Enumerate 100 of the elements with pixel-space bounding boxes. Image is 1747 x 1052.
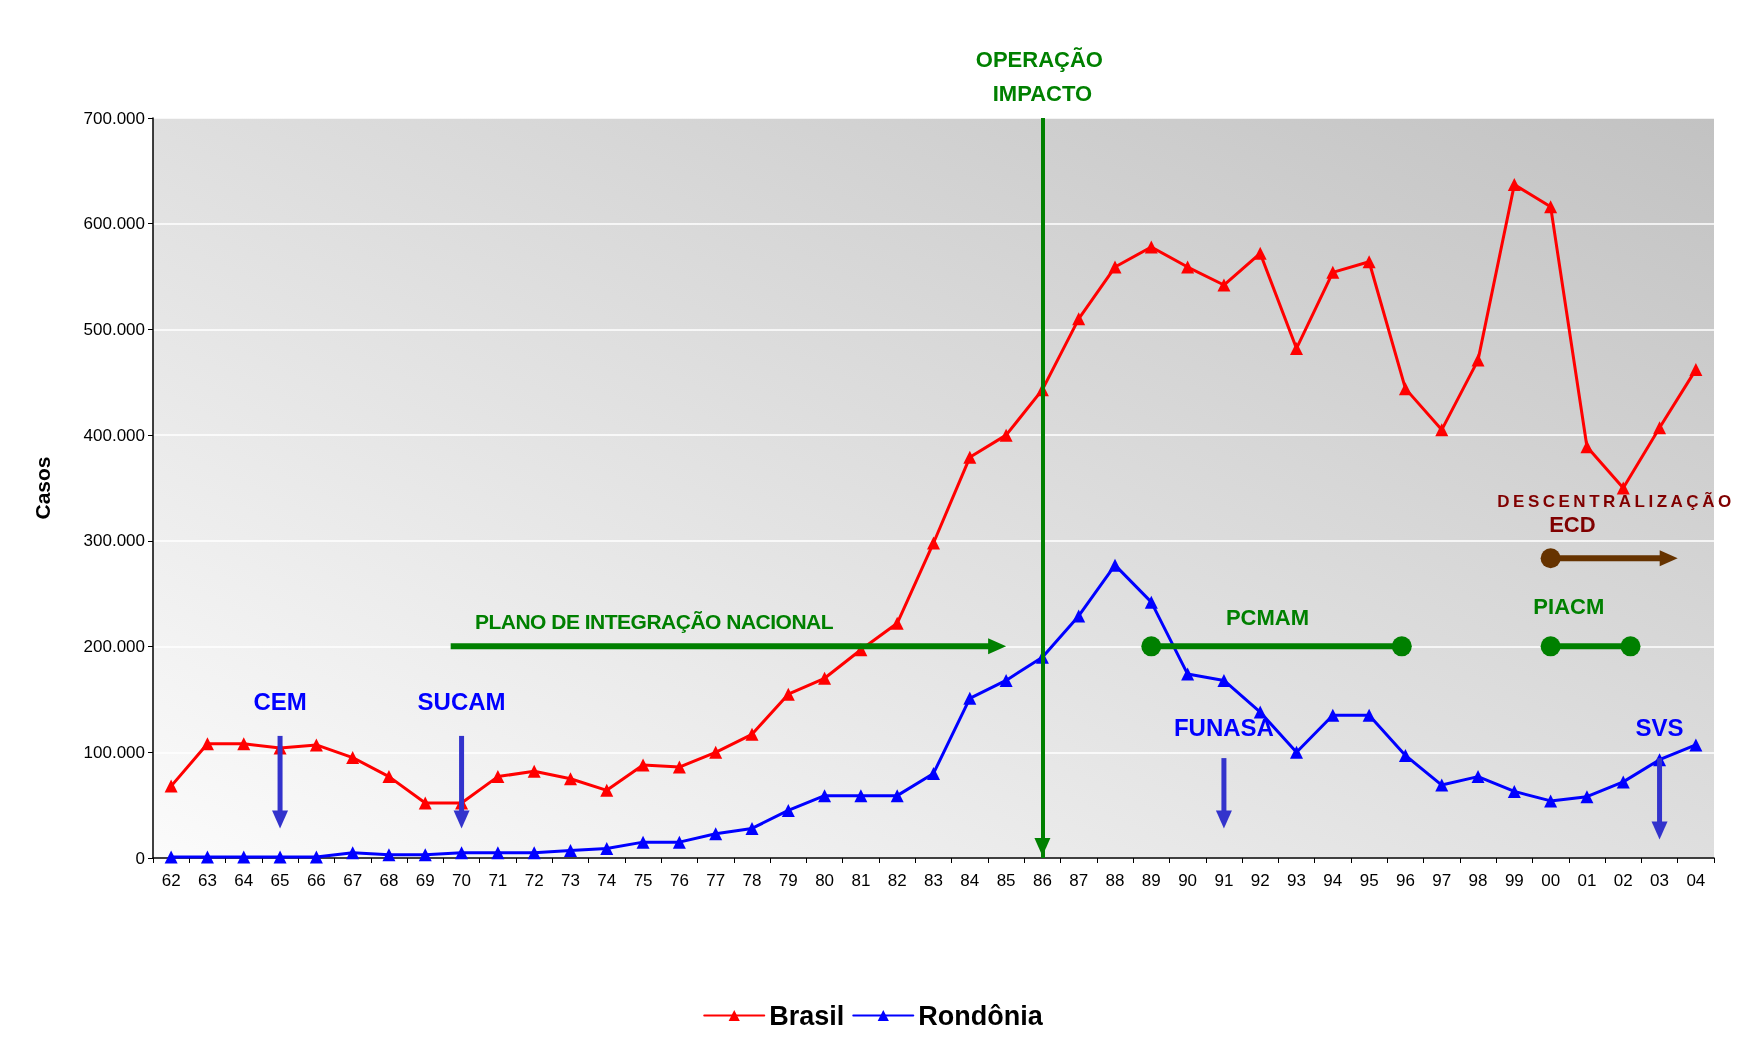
point bbox=[1362, 255, 1376, 269]
x-tick-label: 85 bbox=[996, 871, 1016, 890]
point bbox=[1544, 794, 1558, 808]
point bbox=[672, 760, 686, 774]
y-tick-label: 100.000 bbox=[83, 742, 145, 762]
y-tick-label: 0 bbox=[135, 848, 145, 868]
point bbox=[273, 850, 287, 864]
point bbox=[1072, 312, 1086, 326]
annotation: DESCENTRALIZAÇÃO bbox=[1497, 491, 1735, 512]
x-tick-label: 83 bbox=[924, 871, 943, 890]
point bbox=[164, 850, 178, 864]
x-tick-label: 63 bbox=[197, 871, 217, 890]
x-tick-label: 73 bbox=[561, 871, 580, 890]
annotation: ECD bbox=[1549, 512, 1596, 538]
point bbox=[563, 844, 577, 858]
y-tick-label: 400.000 bbox=[83, 425, 145, 445]
x-tick-label: 88 bbox=[1105, 871, 1125, 890]
annotation: CEM bbox=[253, 688, 307, 715]
point bbox=[1398, 748, 1412, 762]
point bbox=[346, 751, 360, 765]
point bbox=[418, 848, 432, 862]
x-tick-label: 03 bbox=[1650, 871, 1670, 890]
x-tick-label: 95 bbox=[1359, 871, 1379, 890]
x-tick-label: 66 bbox=[306, 871, 326, 890]
point bbox=[636, 758, 650, 772]
point bbox=[1108, 558, 1122, 572]
point bbox=[709, 745, 723, 759]
x-tick-label: 67 bbox=[343, 871, 363, 890]
point bbox=[745, 821, 759, 835]
point bbox=[709, 827, 723, 841]
x-tick-label: 69 bbox=[415, 871, 435, 890]
x-tick-label: 91 bbox=[1214, 871, 1234, 890]
x-tick-label: 96 bbox=[1395, 871, 1415, 890]
x-tick-label: 65 bbox=[270, 871, 290, 890]
point bbox=[1507, 784, 1521, 798]
legend-label: Rondônia bbox=[918, 1000, 1044, 1031]
point bbox=[491, 846, 505, 860]
point bbox=[491, 770, 505, 784]
point bbox=[1108, 260, 1122, 274]
x-tick-label: 79 bbox=[778, 871, 798, 890]
point bbox=[1689, 738, 1703, 752]
x-tick-label: 97 bbox=[1432, 871, 1452, 890]
x-tick-label: 87 bbox=[1069, 871, 1089, 890]
point bbox=[1544, 200, 1558, 214]
annotation: SVS bbox=[1635, 713, 1684, 741]
annotation: PLANO DE INTEGRAÇÃO NACIONAL bbox=[474, 609, 834, 633]
point bbox=[818, 789, 832, 803]
point bbox=[1181, 260, 1195, 274]
y-tick-label: 300.000 bbox=[83, 531, 145, 551]
x-tick-label: 74 bbox=[597, 871, 617, 890]
point bbox=[382, 848, 396, 862]
point bbox=[1580, 440, 1594, 454]
x-tick-label: 64 bbox=[234, 871, 254, 890]
point bbox=[200, 850, 214, 864]
point bbox=[1326, 265, 1340, 279]
point bbox=[1653, 421, 1667, 435]
x-tick-label: 76 bbox=[669, 871, 689, 890]
point bbox=[927, 766, 940, 780]
point bbox=[999, 428, 1013, 442]
point bbox=[527, 846, 541, 860]
annotation: PIACM bbox=[1533, 593, 1605, 619]
point bbox=[854, 789, 868, 803]
y-tick-label: 200.000 bbox=[83, 637, 145, 657]
point bbox=[164, 779, 178, 793]
x-tick-label: 84 bbox=[960, 871, 980, 890]
point bbox=[1144, 595, 1158, 609]
point bbox=[418, 796, 432, 810]
point bbox=[309, 850, 323, 864]
x-tick-label: 70 bbox=[452, 871, 472, 890]
x-tick-label: 92 bbox=[1250, 871, 1270, 890]
x-tick-label: 72 bbox=[524, 871, 544, 890]
point bbox=[1398, 382, 1412, 396]
point bbox=[818, 671, 832, 685]
x-tick-label: 04 bbox=[1686, 871, 1706, 890]
y-tick-label: 600.000 bbox=[83, 214, 145, 234]
point bbox=[1217, 673, 1231, 687]
point bbox=[563, 772, 577, 786]
point bbox=[1580, 790, 1594, 804]
x-tick-label: 80 bbox=[815, 871, 835, 890]
annotation: FUNASA bbox=[1173, 713, 1274, 741]
point bbox=[890, 789, 904, 803]
point bbox=[237, 737, 251, 751]
x-tick-label: 77 bbox=[706, 871, 726, 890]
point bbox=[636, 835, 650, 849]
point bbox=[672, 835, 686, 849]
point bbox=[927, 536, 940, 550]
point bbox=[1471, 770, 1485, 784]
x-tick-label: 75 bbox=[633, 871, 653, 890]
x-tick-label: 99 bbox=[1504, 871, 1524, 890]
point bbox=[600, 841, 614, 855]
y-axis-title: Casos bbox=[31, 456, 54, 520]
point bbox=[1290, 745, 1304, 759]
point bbox=[1326, 708, 1340, 722]
point bbox=[1181, 667, 1195, 681]
annotation: SUCAM bbox=[417, 688, 506, 715]
point bbox=[890, 616, 904, 630]
x-tick-label: 89 bbox=[1141, 871, 1161, 890]
point bbox=[1616, 775, 1630, 789]
point bbox=[1689, 363, 1703, 377]
point bbox=[963, 691, 977, 705]
